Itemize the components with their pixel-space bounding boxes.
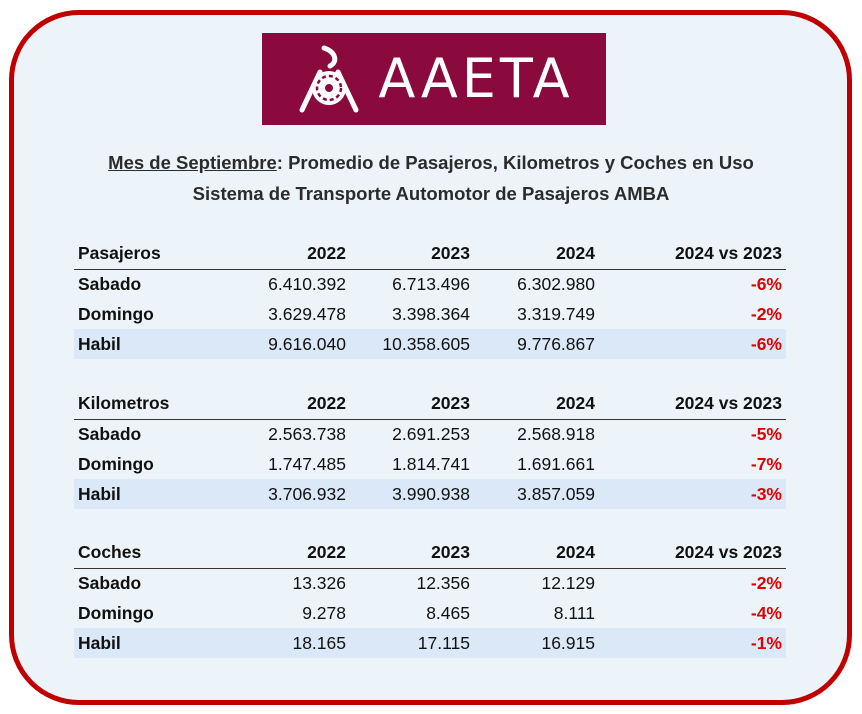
table-row: Domingo 1.747.485 1.814.741 1.691.661 -7%: [74, 449, 786, 479]
value-cell: 6.713.496: [392, 273, 470, 294]
pasajeros-table: Pasajeros 2022 2023 2024 2024 vs 2023 Sabado 6…: [74, 239, 786, 359]
column-header: Pasajeros: [74, 239, 224, 270]
value-cell: 18.165: [224, 628, 350, 658]
table-row: Sabado 6.410.392 6.713.496 6.302.980 -6%: [74, 269, 786, 299]
value-cell: 3.629.478: [268, 303, 346, 324]
column-header: 2022: [224, 538, 350, 569]
change-cell: -6%: [599, 329, 786, 359]
value-cell: 1.691.661: [517, 453, 595, 474]
change-cell: -7%: [750, 453, 782, 474]
column-header: 2022: [224, 389, 350, 420]
value-cell: 3.319.749: [517, 303, 595, 324]
value-cell: 3.706.932: [224, 479, 350, 509]
value-cell: 8.465: [426, 602, 470, 623]
table-row: Habil 9.616.040 10.358.605 9.776.867 -6%: [74, 329, 786, 359]
value-cell: 3.990.938: [350, 479, 474, 509]
column-header: 2024 vs 2023: [599, 239, 786, 270]
value-cell: 8.111: [553, 602, 595, 623]
report-title: Mes de Septiembre: Promedio de Pasajeros…: [0, 152, 862, 174]
value-cell: 9.616.040: [224, 329, 350, 359]
row-label: Habil: [74, 628, 224, 658]
change-cell: -2%: [750, 572, 782, 593]
row-label: Sabado: [78, 423, 142, 444]
value-cell: 2.563.738: [268, 423, 346, 444]
row-label: Domingo: [78, 303, 154, 324]
change-cell: -1%: [599, 628, 786, 658]
kilometros-table: Kilometros 2022 2023 2024 2024 vs 2023 Sabado…: [74, 389, 786, 509]
row-label: Domingo: [78, 602, 154, 623]
column-header: 2022: [224, 239, 350, 270]
column-header: 2024: [474, 239, 599, 270]
table-header-row: Kilometros 2022 2023 2024 2024 vs 2023: [74, 389, 786, 420]
change-cell: -6%: [750, 273, 782, 294]
table-row: Habil 18.165 17.115 16.915 -1%: [74, 628, 786, 658]
value-cell: 12.129: [541, 572, 595, 593]
value-cell: 12.356: [416, 572, 470, 593]
change-cell: -2%: [750, 303, 782, 324]
table-row: Domingo 9.278 8.465 8.111 -4%: [74, 598, 786, 628]
value-cell: 9.776.867: [474, 329, 599, 359]
column-header: 2023: [350, 389, 474, 420]
table-header-row: Coches 2022 2023 2024 2024 vs 2023: [74, 538, 786, 569]
row-label: Domingo: [78, 453, 154, 474]
bus-wheel-logo-icon: [299, 45, 359, 113]
row-label: Habil: [74, 329, 224, 359]
value-cell: 3.857.059: [474, 479, 599, 509]
column-header: Kilometros: [74, 389, 224, 420]
change-cell: -4%: [750, 602, 782, 623]
row-label: Sabado: [78, 273, 142, 294]
table-row: Domingo 3.629.478 3.398.364 3.319.749 -2%: [74, 299, 786, 329]
column-header: 2023: [350, 538, 474, 569]
row-label: Sabado: [78, 572, 142, 593]
report-subtitle: Sistema de Transporte Automotor de Pasaj…: [192, 183, 670, 204]
value-cell: 2.691.253: [392, 423, 470, 444]
value-cell: 16.915: [474, 628, 599, 658]
value-cell: 17.115: [350, 628, 474, 658]
title-month: Mes de Septiembre: [108, 152, 277, 173]
table-row: Sabado 2.563.738 2.691.253 2.568.918 -5%: [74, 419, 786, 449]
table-header-row: Pasajeros 2022 2023 2024 2024 vs 2023: [74, 239, 786, 270]
value-cell: 2.568.918: [517, 423, 595, 444]
change-cell: -3%: [599, 479, 786, 509]
column-header: 2024 vs 2023: [599, 538, 786, 569]
value-cell: 6.410.392: [268, 273, 346, 294]
table-row: Habil 3.706.932 3.990.938 3.857.059 -3%: [74, 479, 786, 509]
column-header: 2023: [350, 239, 474, 270]
aaeta-logo: AAETA: [262, 33, 606, 125]
value-cell: 1.814.741: [392, 453, 470, 474]
change-cell: -5%: [750, 423, 782, 444]
column-header: 2024: [474, 538, 599, 569]
column-header: Coches: [74, 538, 224, 569]
value-cell: 3.398.364: [392, 303, 470, 324]
coches-table: Coches 2022 2023 2024 2024 vs 2023 Sabado 13.3…: [74, 538, 786, 658]
column-header: 2024 vs 2023: [599, 389, 786, 420]
value-cell: 1.747.485: [268, 453, 346, 474]
value-cell: 10.358.605: [350, 329, 474, 359]
value-cell: 6.302.980: [517, 273, 595, 294]
title-rest: : Promedio de Pasajeros, Kilometros y Co…: [276, 152, 754, 173]
value-cell: 9.278: [302, 602, 346, 623]
value-cell: 13.326: [292, 572, 346, 593]
column-header: 2024: [474, 389, 599, 420]
logo-text: AAETA: [378, 47, 574, 110]
table-row: Sabado 13.326 12.356 12.129 -2%: [74, 568, 786, 598]
row-label: Habil: [74, 479, 224, 509]
